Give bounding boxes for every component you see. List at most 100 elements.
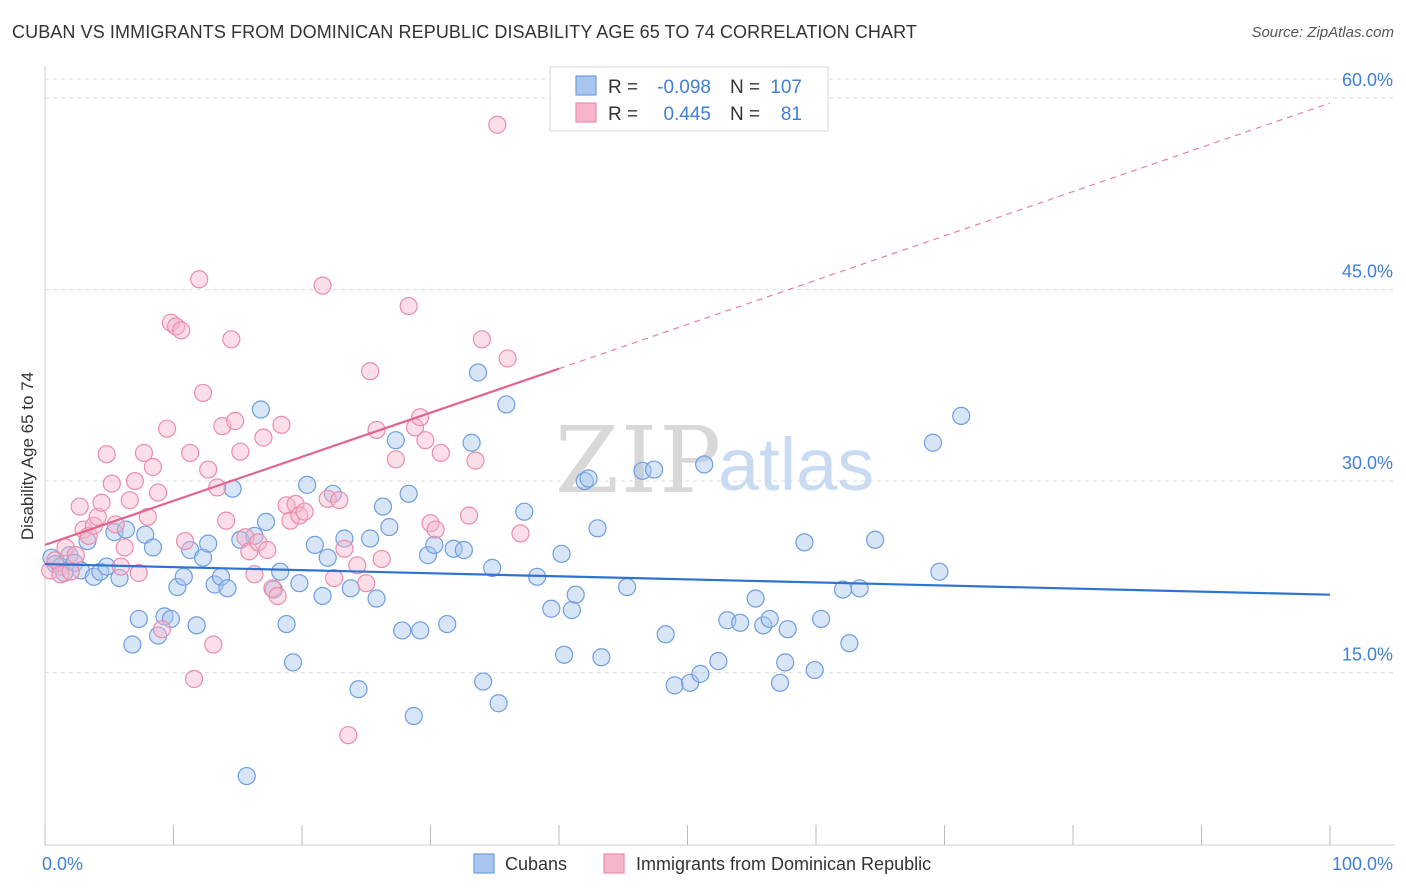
cubans-point (555, 645, 574, 664)
cubans-point (335, 529, 354, 548)
cubans-point (425, 535, 444, 554)
dominican-point (357, 574, 376, 593)
dominican-point (125, 471, 145, 491)
cubans-point (341, 579, 360, 598)
dominican-point (148, 483, 168, 502)
dominican-point (330, 491, 349, 510)
y-tick-label: 60.0% (1342, 70, 1393, 90)
legend-r-label-cubans: R = (608, 77, 638, 98)
dominican-point (226, 411, 245, 431)
cubans-point (187, 616, 206, 635)
watermark-atlas: atlas (718, 423, 874, 506)
cubans-point (349, 680, 368, 699)
dominican-point (92, 493, 111, 512)
cubans-point (298, 475, 317, 494)
cubans-point (691, 664, 710, 683)
dominican-point (431, 443, 450, 463)
cubans-point (404, 706, 423, 726)
dominican-point (231, 442, 250, 461)
cubans-point (709, 652, 728, 671)
dominican-point (335, 539, 354, 558)
cubans-point (393, 621, 412, 640)
cubans-point (474, 672, 493, 691)
legend-n-label-dominican: N = (730, 104, 760, 125)
watermark-zip: ZIP (555, 407, 723, 514)
dominican-point (222, 330, 241, 349)
dominican-point (181, 443, 200, 463)
dominican-point (361, 362, 380, 381)
dominican-point (367, 420, 386, 440)
cubans-point (776, 653, 795, 672)
dominican-point (268, 586, 287, 606)
dominican-point (488, 115, 507, 134)
legend-n-label-cubans: N = (730, 77, 760, 98)
dominican-point (134, 443, 154, 463)
dominican-point (217, 511, 236, 530)
dominican-point (66, 546, 85, 565)
y-axis-label: Disability Age 65 to 74 (18, 372, 37, 540)
trend-lines (44, 102, 1331, 596)
cubans-point (840, 634, 859, 653)
cubans-point (199, 534, 218, 553)
cubans-point (468, 363, 488, 382)
cubans-point (542, 599, 561, 618)
cubans-point (923, 433, 943, 452)
cubans-point (277, 614, 296, 634)
dominican-point (372, 549, 391, 569)
cubans-point (380, 517, 399, 537)
chart-title: CUBAN VS IMMIGRANTS FROM DOMINICAN REPUB… (12, 22, 918, 42)
cubans-point (805, 660, 824, 680)
dominican-point (258, 540, 277, 560)
cubans-point (411, 621, 430, 640)
dominican-point (281, 511, 300, 530)
dominican-point (120, 491, 139, 510)
cubans-point (552, 544, 571, 563)
watermark: ZIP atlas (555, 407, 874, 514)
cubans-point (123, 635, 142, 654)
dominican-point (295, 502, 314, 521)
cubans-point (562, 600, 581, 620)
cubans-point (251, 400, 270, 419)
cubans-point (731, 613, 750, 632)
legend-r-value-dominican: 0.445 (663, 104, 711, 125)
cubans-point (588, 519, 607, 538)
dominican-point (498, 349, 517, 368)
cubans-point (218, 579, 237, 598)
cubans-point (129, 609, 148, 629)
dominican-point (318, 489, 337, 509)
dominican-point (143, 457, 163, 477)
cubans-point (579, 469, 598, 488)
y-tick-label: 30.0% (1342, 453, 1393, 473)
dominican-point (313, 276, 332, 295)
x-tick-label: 100.0% (1332, 854, 1393, 874)
dominican-point (511, 524, 530, 543)
legend-r-value-cubans: -0.098 (657, 77, 711, 98)
dominican-point (172, 321, 191, 340)
bottom-legend-label-dominican: Immigrants from Dominican Republic (636, 854, 931, 874)
legend-r-label-dominican: R = (608, 104, 638, 125)
cubans-point (618, 577, 637, 597)
cubans-point (143, 538, 163, 557)
cubans-point (256, 512, 276, 532)
cubans-point (592, 648, 611, 667)
correlation-legend: R = -0.098 N = 107 R = 0.445 N = 81 (549, 66, 829, 132)
dominican-point (175, 531, 195, 551)
cubans-point (168, 577, 187, 597)
cubans-point (418, 546, 438, 565)
cubans-point (116, 520, 136, 539)
dominican-point (208, 478, 227, 497)
cubans-point (318, 548, 337, 567)
cubans-point (361, 529, 380, 548)
legend-n-value-cubans: 107 (770, 77, 802, 98)
cubans-point (770, 673, 790, 692)
cubans-point (930, 562, 949, 581)
grid (45, 78, 1395, 674)
cubans-trend-line (44, 562, 1331, 596)
cubans-point (489, 694, 508, 713)
y-tick-label: 45.0% (1342, 261, 1393, 281)
cubans-point (454, 540, 474, 560)
dominican-point (138, 507, 157, 526)
dominican-point (416, 431, 435, 450)
cubans-point (367, 589, 386, 608)
